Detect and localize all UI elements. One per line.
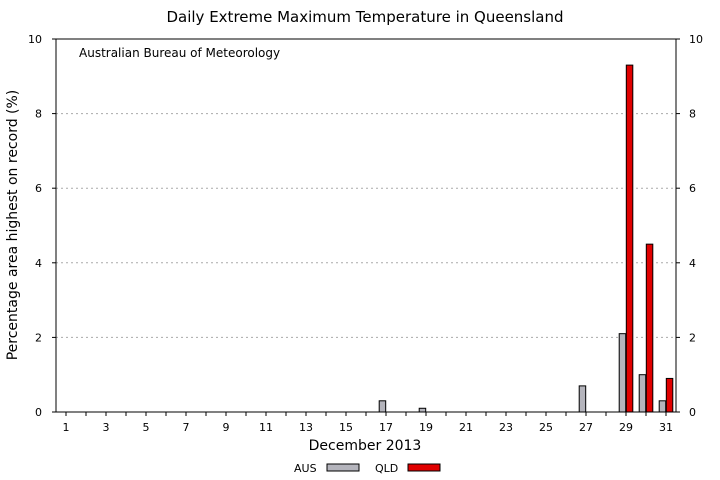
- source-annotation: Australian Bureau of Meteorology: [79, 46, 280, 60]
- x-tick-label: 9: [223, 421, 230, 434]
- y-axis-left: 0 2 4 6 8 10: [28, 33, 56, 419]
- y-axis-label: Percentage area highest on record (%): [5, 90, 21, 361]
- y-tick-label-right: 2: [689, 331, 696, 344]
- x-tick-label: 7: [183, 421, 190, 434]
- bar-aus-day-19: [418, 407, 427, 413]
- chart-title: Daily Extreme Maximum Temperature in Que…: [166, 8, 563, 26]
- grid-lines: [56, 113, 676, 338]
- legend-label-aus: AUS: [294, 462, 317, 475]
- x-tick-label: 27: [579, 421, 593, 434]
- bar-aus-day-27: [578, 385, 587, 413]
- y-tick-label-right: 4: [689, 257, 696, 270]
- plot-frame: [55, 38, 677, 413]
- bar-aus-day-31: [658, 400, 667, 413]
- x-tick-label: 19: [419, 421, 433, 434]
- bars: [378, 64, 674, 413]
- x-tick-label: 5: [143, 421, 150, 434]
- x-tick-label: 21: [459, 421, 473, 434]
- x-tick-label: 17: [379, 421, 393, 434]
- x-tick-label: 15: [339, 421, 353, 434]
- y-tick-label-left: 4: [35, 257, 42, 270]
- x-tick-label: 13: [299, 421, 313, 434]
- bar-qld-day-29: [625, 64, 634, 413]
- bar-aus-day-29: [618, 333, 627, 413]
- x-tick-label: 1: [63, 421, 70, 434]
- legend-swatch-aus: [326, 463, 360, 472]
- y-tick-label-left: 6: [35, 182, 42, 195]
- x-tick-label: 11: [259, 421, 273, 434]
- y-tick-label-right: 10: [689, 33, 703, 46]
- bar-qld-day-30: [645, 243, 654, 413]
- bar-aus-day-30: [638, 374, 647, 413]
- x-tick-label: 29: [619, 421, 633, 434]
- x-tick-label: 25: [539, 421, 553, 434]
- legend-swatch-qld: [407, 463, 441, 472]
- y-tick-label-right: 0: [689, 406, 696, 419]
- x-tick-label: 3: [103, 421, 110, 434]
- y-axis-right: 0 2 4 6 8 10: [676, 33, 703, 419]
- legend: AUS QLD: [294, 462, 441, 475]
- y-tick-label-left: 0: [35, 406, 42, 419]
- y-tick-label-left: 10: [28, 33, 42, 46]
- x-axis-label: December 2013: [309, 438, 422, 454]
- bar-qld-day-31: [665, 377, 674, 413]
- x-tick-label: 23: [499, 421, 513, 434]
- y-tick-label-left: 2: [35, 331, 42, 344]
- x-axis: 1 3 5 7 9 11 13 15 17 19 21 23 25 27 29 31: [63, 412, 673, 434]
- y-tick-label-right: 8: [689, 108, 696, 121]
- legend-label-qld: QLD: [375, 462, 398, 475]
- bar-aus-day-17: [378, 400, 387, 413]
- y-tick-label-right: 6: [689, 182, 696, 195]
- x-tick-label: 31: [659, 421, 673, 434]
- y-tick-label-left: 8: [35, 108, 42, 121]
